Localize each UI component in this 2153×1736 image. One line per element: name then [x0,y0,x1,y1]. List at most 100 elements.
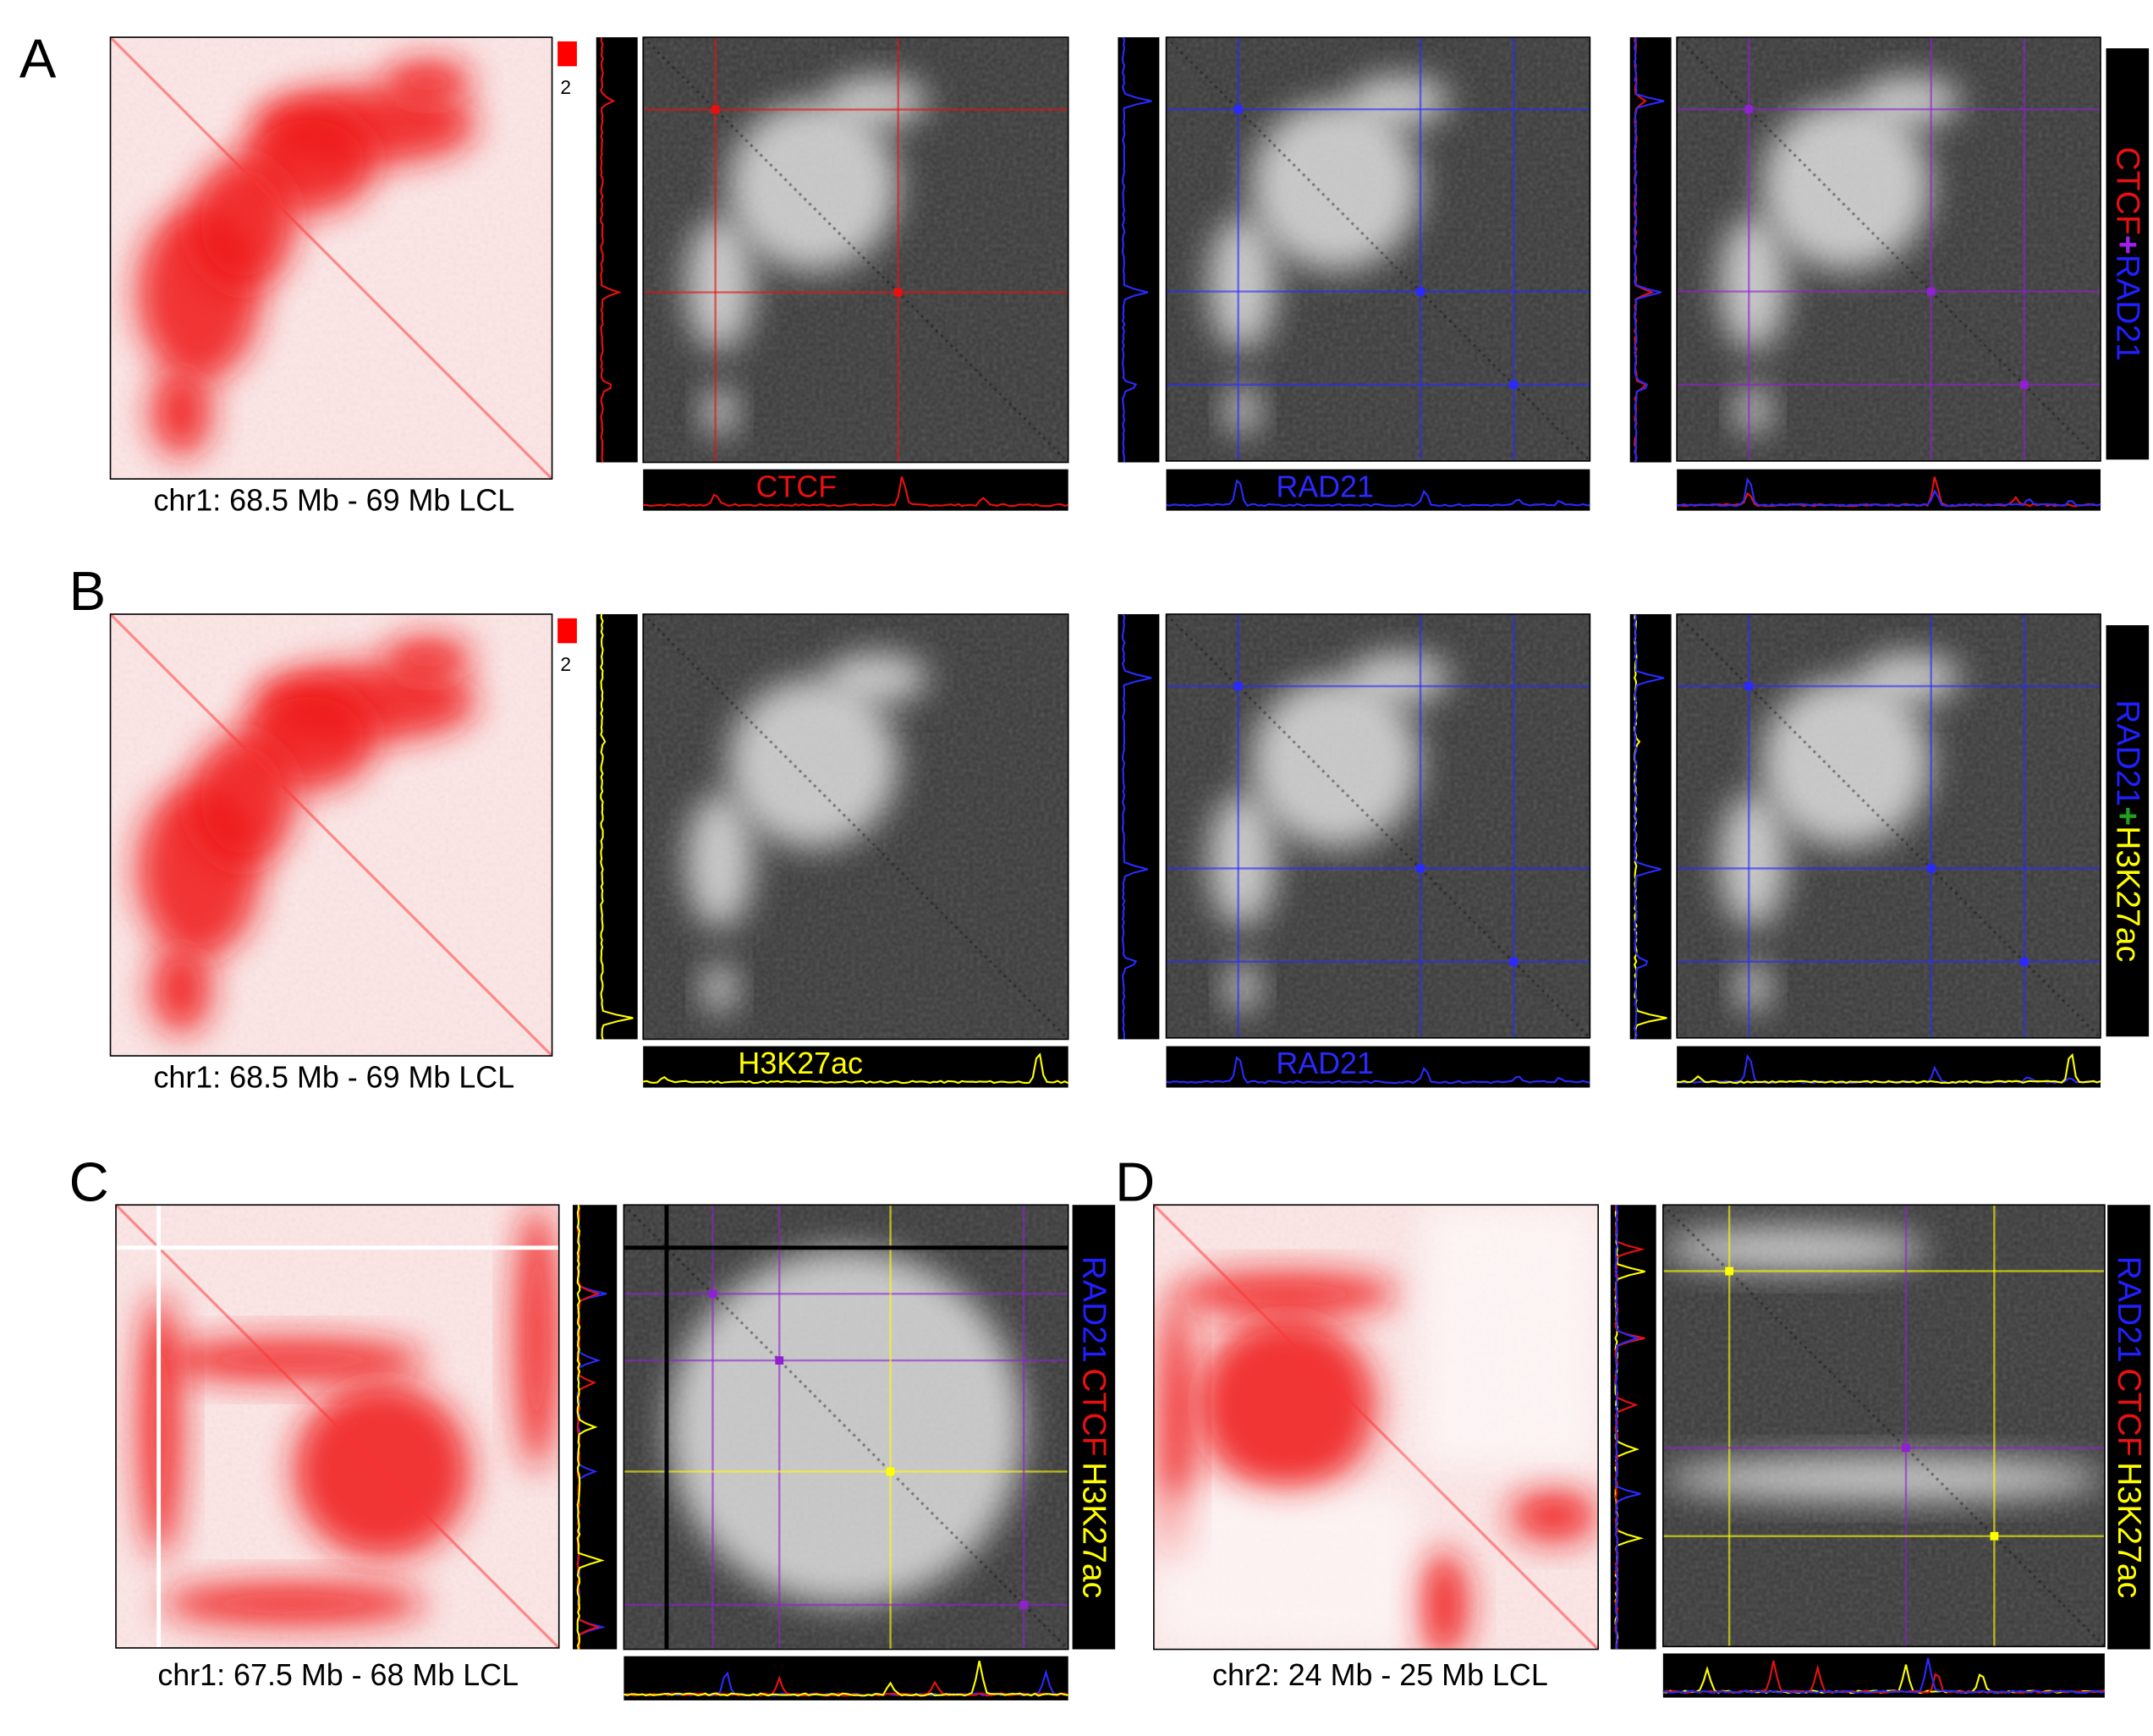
legend-box [1072,1205,1116,1650]
signal-track [596,37,638,463]
map-border [1676,613,2101,1039]
peak-spot [2019,957,2029,966]
heatmap-blob [384,636,473,681]
overlay-blob [1250,678,1421,848]
peak-spot [1926,287,1936,296]
peak-spot [1725,1266,1734,1276]
overlay-blob [1225,384,1260,436]
diagonal [1166,37,1590,461]
overlay-blob [685,216,754,352]
caption: chr1: 68.5 Mb - 69 Mb LCL [153,1061,514,1095]
signal-line [576,1205,605,1650]
overlay-noise [1662,1205,2105,1647]
map-group [1153,1205,1599,1650]
diagonal [110,613,552,1057]
map-border [642,36,1069,464]
signal-line [600,36,622,463]
peak-spot [1233,105,1243,114]
caption: chr2: 24 Mb - 25 Mb LCL [1212,1658,1548,1692]
peak-spot [2019,380,2029,389]
peak-spot [1019,1601,1029,1609]
diagonal [623,1205,1068,1650]
caption: chr1: 67.5 Mb - 68 Mb LCL [157,1658,519,1692]
map-group [623,1205,1068,1650]
heatmap-blob [1509,1489,1599,1543]
legend-entry: RAD21 [2110,255,2146,361]
track-label: RAD21 [1276,470,1374,503]
peak-spot [1744,105,1754,114]
peak-spot [1509,957,1519,966]
map-group [1677,37,2101,461]
peak-spot [775,1356,784,1365]
legend-entry: H3K27ac [2111,1462,2147,1598]
legend-entry: CTCF [2111,1368,2147,1456]
overlay-blob [1736,961,1771,1013]
peak-spot [1744,682,1754,691]
legend-box [2106,48,2150,460]
legend-text: RAD21 CTCF H3K27ac [2111,1256,2147,1599]
panel-label: D [1115,1151,1155,1212]
map-border [1662,1204,2106,1648]
signal-line [643,1052,1069,1085]
diagonal [1677,37,2101,461]
signal-line [1662,1657,2106,1695]
overlay-blob [1761,678,1931,848]
map-group [110,37,552,480]
legend-entry: RAD21 [1076,1256,1112,1363]
map-border [623,1204,1069,1651]
caption: chr1: 68.5 Mb - 69 Mb LCL [153,484,514,518]
heatmap-blob [150,945,212,1034]
signal-line [1166,479,1590,508]
map-group [1662,1205,2105,1647]
domain-shade [1421,1205,1599,1468]
legend-text: RAD21 CTCF H3K27ac [1076,1256,1112,1599]
legend-entry: CTCF [2110,146,2146,234]
legend-text: RAD21+H3K27ac [2110,700,2146,962]
scale-label: 2 [560,76,571,98]
overlay-blob [702,386,737,437]
signal-track [1118,37,1160,463]
map-group [1166,613,1590,1038]
peak-spot [1902,1443,1910,1453]
map-border [1165,613,1591,1039]
panel-label: B [69,560,107,622]
overlay-blob [728,101,898,272]
signal-line [623,1675,1069,1697]
overlay-blob [1736,384,1771,436]
legend-entry: RAD21 [2110,700,2146,806]
signal-line [1633,613,1665,1040]
signal-line [1121,613,1152,1040]
overlay-blob [685,793,754,929]
diagonal [110,37,552,480]
signal-track [1118,613,1160,1040]
legend-entry: H3K27ac [1076,1462,1112,1598]
signal-line [1614,1205,1641,1650]
peak-spot [1416,287,1425,296]
signal-line [1677,477,2101,508]
legend-entry: + [2110,235,2146,255]
map-group [643,37,1068,463]
overlay-blob [1225,961,1260,1013]
map-group [1166,37,1590,461]
map-border [109,613,553,1057]
scale-swatch [557,618,577,644]
panel-label: C [69,1151,109,1212]
overlay-blob [728,678,898,849]
diagonal [1677,613,2101,1038]
peak-spot [1416,864,1425,873]
map-border [1165,36,1591,462]
legend-entry: H3K27ac [2110,826,2146,962]
peak-spot [1233,682,1243,691]
overlay-blob [1208,215,1277,351]
scale-label: 2 [560,653,571,675]
heatmap-blob [1198,1316,1376,1494]
heatmap-blob [1176,1272,1398,1316]
signal-line [1121,36,1152,463]
overlay-blob [667,1249,1024,1606]
panel-label: A [19,27,57,89]
legend-text: CTCF+RAD21 [2110,146,2146,360]
map-group [1677,613,2101,1038]
legend-entry: RAD21 [2111,1256,2147,1363]
signal-line [1677,1052,2101,1085]
track-label: H3K27ac [738,1047,863,1080]
